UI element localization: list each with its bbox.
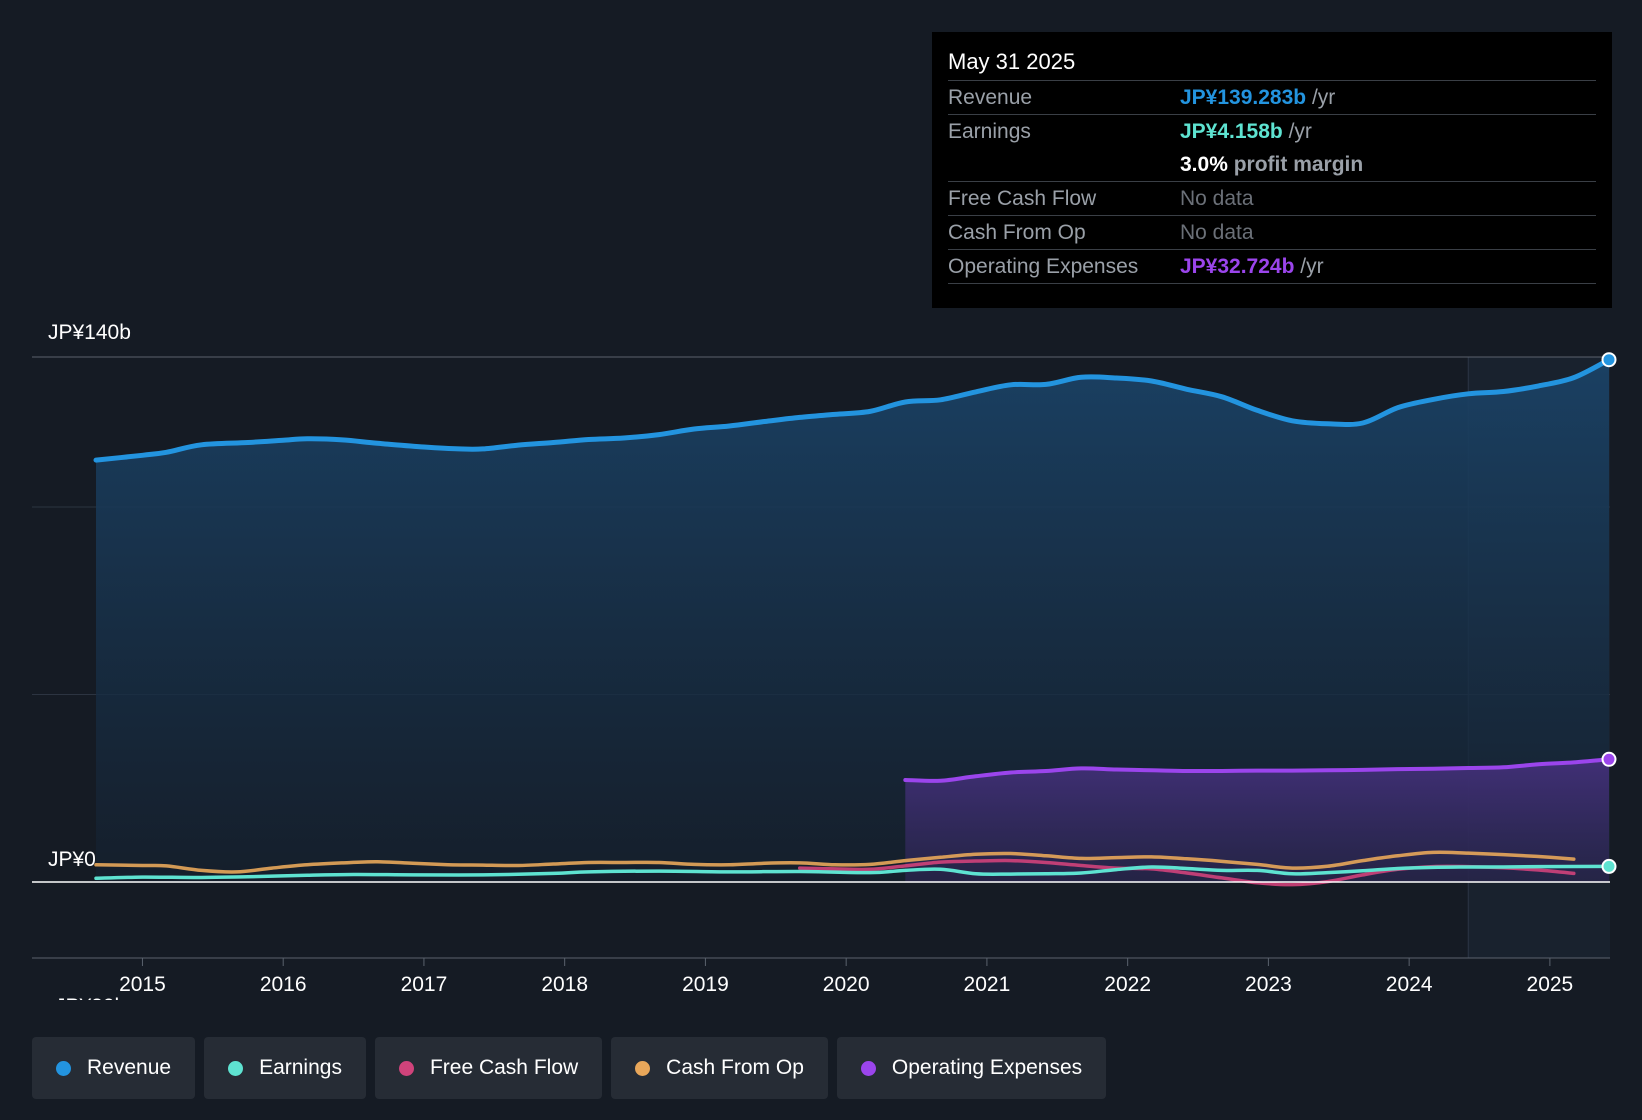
tooltip-fcf-value: No data bbox=[1180, 187, 1254, 210]
legend-label: Operating Expenses bbox=[891, 1056, 1083, 1079]
revenue-end-point bbox=[1601, 352, 1617, 368]
x-tick-label: 2023 bbox=[1245, 973, 1292, 996]
x-tick-label: 2019 bbox=[682, 973, 729, 996]
legend-item-free-cash-flow[interactable]: Free Cash Flow bbox=[374, 1037, 603, 1099]
tooltip-row-earnings: Earnings JP¥4.158b /yr bbox=[948, 115, 1596, 148]
chart-svg: JP¥140b JP¥0 -JP¥20b 2015 2016 2017 2018 2019 2… bbox=[32, 321, 1617, 1000]
tooltip-label: Revenue bbox=[948, 86, 1033, 109]
y-axis-label: -JP¥20b bbox=[48, 995, 126, 1000]
tooltip-label: Earnings bbox=[948, 120, 1031, 143]
y-axis-label: JP¥140b bbox=[48, 321, 131, 344]
tooltip-margin-value: 3.0% bbox=[1180, 153, 1228, 176]
operating-expenses-dot-icon bbox=[860, 1060, 876, 1076]
tooltip-row-cash-from-op: Cash From Op No data bbox=[948, 216, 1596, 250]
tooltip-cfo-value: No data bbox=[1180, 221, 1254, 244]
tooltip-row-free-cash-flow: Free Cash Flow No data bbox=[948, 182, 1596, 216]
tooltip-label: Cash From Op bbox=[948, 221, 1086, 244]
tooltip-opex-value: JP¥32.724b bbox=[1180, 255, 1295, 278]
x-tick-label: 2018 bbox=[541, 973, 588, 996]
tooltip-date: May 31 2025 bbox=[948, 46, 1596, 81]
revenue-dot-icon bbox=[56, 1060, 71, 1076]
x-tick-label: 2017 bbox=[401, 973, 448, 996]
cash_from_op-line bbox=[94, 850, 1576, 874]
earnings-dot-icon bbox=[228, 1060, 244, 1076]
x-tick-label: 2021 bbox=[964, 973, 1011, 996]
legend-item-revenue[interactable]: Revenue bbox=[32, 1037, 196, 1099]
tooltip-unit: profit margin bbox=[1227, 153, 1364, 176]
free-cash-flow-dot-icon bbox=[398, 1060, 414, 1076]
revenue-area bbox=[96, 359, 1609, 882]
tooltip-row-revenue: Revenue JP¥139.283b /yr bbox=[948, 81, 1596, 115]
tooltip-label bbox=[948, 148, 1180, 181]
x-tick-label: 2024 bbox=[1386, 973, 1433, 996]
tooltip-label: Free Cash Flow bbox=[948, 187, 1097, 210]
tooltip-panel: May 31 2025 Revenue JP¥139.283b /yr Earn… bbox=[932, 32, 1612, 308]
y-axis-label: JP¥0 bbox=[48, 848, 96, 871]
earnings-line bbox=[94, 864, 1611, 881]
x-tick-label: 2022 bbox=[1104, 973, 1151, 996]
earnings-end-point bbox=[1601, 858, 1617, 874]
tooltip-row-operating-expenses: Operating Expenses JP¥32.724b /yr bbox=[948, 250, 1596, 284]
x-tick-label: 2020 bbox=[823, 973, 870, 996]
tooltip-revenue-value: JP¥139.283b bbox=[1180, 86, 1307, 109]
legend-item-cash-from-op[interactable]: Cash From Op bbox=[611, 1037, 828, 1099]
legend-label: Free Cash Flow bbox=[429, 1056, 579, 1079]
revenue-line bbox=[93, 357, 1612, 463]
legend-label: Cash From Op bbox=[666, 1056, 804, 1079]
tooltip-unit: /yr bbox=[1306, 86, 1336, 109]
tooltip-row-margin: 3.0% profit margin bbox=[948, 148, 1596, 182]
operating_expenses-end-point bbox=[1601, 751, 1617, 767]
x-tick-label: 2015 bbox=[119, 973, 166, 996]
tooltip-earnings-value: JP¥4.158b bbox=[1180, 120, 1283, 143]
cash-from-op-dot-icon bbox=[635, 1060, 651, 1076]
x-tick-label: 2016 bbox=[260, 973, 307, 996]
legend: Revenue Earnings Free Cash Flow Cash Fro… bbox=[32, 1037, 1107, 1099]
tooltip-unit: /yr bbox=[1282, 120, 1312, 143]
tooltip-unit: /yr bbox=[1294, 255, 1324, 278]
x-tick-label: 2025 bbox=[1527, 973, 1574, 996]
legend-label: Earnings bbox=[259, 1056, 342, 1079]
legend-label: Revenue bbox=[87, 1056, 172, 1079]
legend-item-earnings[interactable]: Earnings bbox=[204, 1037, 366, 1099]
chart-area: JP¥140b JP¥0 -JP¥20b 2015 2016 2017 2018 2019 2… bbox=[32, 321, 1617, 1000]
legend-item-operating-expenses[interactable]: Operating Expenses bbox=[836, 1037, 1107, 1099]
tooltip-label: Operating Expenses bbox=[948, 255, 1139, 278]
operating_expenses-line bbox=[903, 757, 1611, 783]
